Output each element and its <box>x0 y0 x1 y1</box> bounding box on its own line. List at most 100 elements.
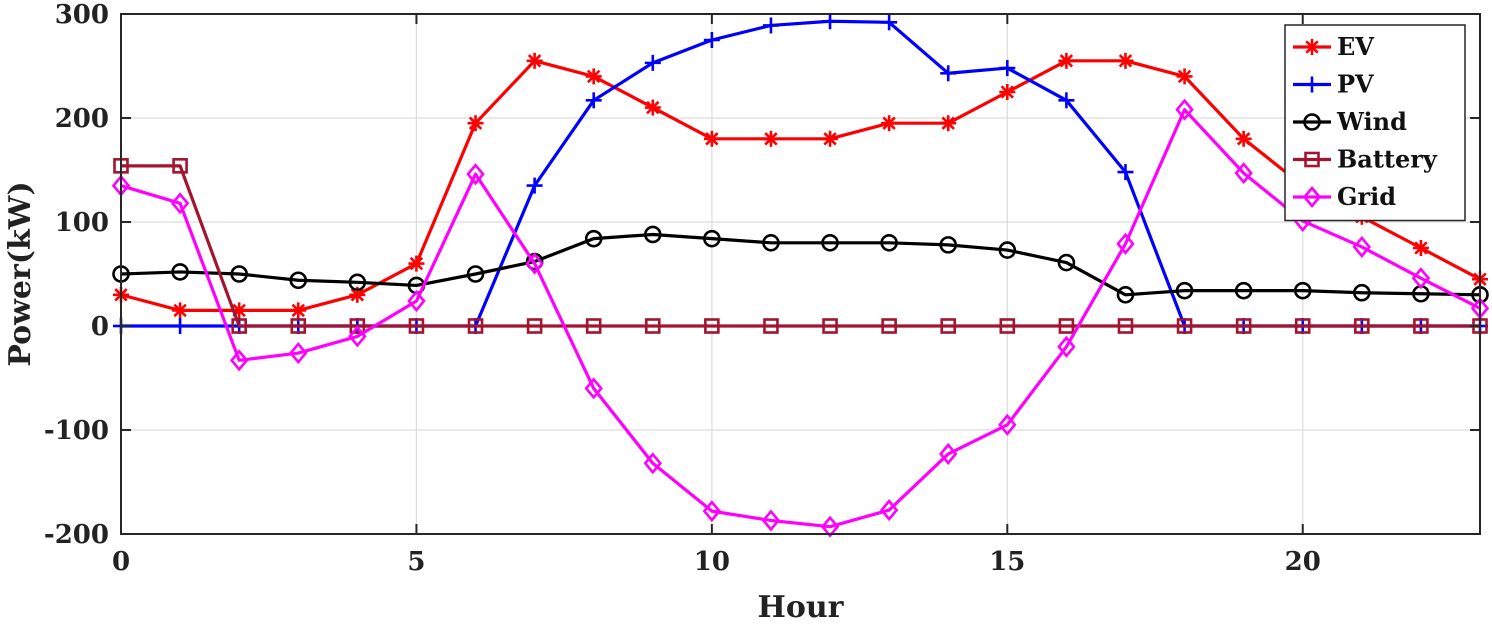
series-ev-marker <box>764 132 778 146</box>
series-battery-marker <box>1354 318 1370 334</box>
series-battery-marker <box>881 318 897 334</box>
series-ev-marker <box>409 256 424 271</box>
series-battery-marker <box>585 318 602 334</box>
series-ev-marker <box>173 303 187 318</box>
series-battery-marker <box>172 158 188 174</box>
plot-frame <box>120 13 1481 535</box>
series-wind-line <box>120 232 1481 297</box>
series-grid-marker <box>761 509 781 532</box>
legend-label-battery: Battery <box>1337 145 1438 174</box>
legend-item-ev: EV <box>1293 32 1374 61</box>
series-grid-marker <box>289 342 308 365</box>
series-battery-marker <box>1235 318 1252 334</box>
series-wind-marker <box>880 234 898 252</box>
series-battery-marker <box>1117 318 1134 334</box>
series-ev-marker <box>1414 241 1428 255</box>
series-ev-marker <box>1236 132 1251 146</box>
series-wind-marker <box>1175 281 1194 300</box>
series-wind-marker <box>1057 253 1076 272</box>
legend-box <box>1284 24 1466 222</box>
series-battery-marker <box>231 318 247 334</box>
series-battery-marker <box>349 318 366 334</box>
series-grid-marker <box>702 500 722 523</box>
series-grid-marker <box>820 515 840 538</box>
series-ev-marker <box>705 132 719 146</box>
series-ev-line <box>120 59 1481 312</box>
series-ev-marker <box>1000 85 1014 99</box>
series-wind-marker <box>230 265 248 283</box>
legend-grid-marker <box>1302 185 1322 209</box>
series-ev-marker <box>1177 69 1192 84</box>
x-tick-label: 0 <box>112 547 130 577</box>
series-ev-marker <box>882 116 896 130</box>
series-wind-marker <box>821 234 839 252</box>
series-wind-marker <box>1234 281 1253 300</box>
series-ev <box>113 52 1488 319</box>
ticks <box>120 13 1480 535</box>
x-tick-label: 15 <box>989 547 1025 577</box>
series-grid-marker <box>1411 267 1431 290</box>
series-wind <box>112 225 1489 304</box>
series-battery-marker <box>1176 318 1193 334</box>
series-battery-marker <box>526 318 543 334</box>
series-wind-marker <box>584 229 603 248</box>
legend-item-grid: Grid <box>1293 182 1396 211</box>
y-tick-label: 100 <box>55 208 109 238</box>
series-grid-marker <box>1175 98 1194 121</box>
legend-item-wind: Wind <box>1293 107 1407 136</box>
legend-label-pv: PV <box>1337 70 1374 99</box>
series-grid-marker <box>998 413 1017 436</box>
series-grid-marker <box>1116 232 1135 255</box>
series-wind-marker <box>348 273 367 292</box>
legend-ev-marker <box>1305 40 1319 54</box>
series-battery-marker <box>763 318 779 334</box>
legend-label-grid: Grid <box>1337 182 1396 211</box>
series-ev-marker <box>291 303 305 318</box>
y-tick-label: -200 <box>44 520 109 550</box>
legend-battery-marker <box>1304 151 1320 168</box>
legend-wind-marker <box>1303 113 1321 131</box>
series-battery <box>113 158 1488 334</box>
series-ev-marker <box>1059 54 1074 68</box>
series-ev-marker <box>527 54 542 68</box>
series-ev-marker <box>1118 54 1133 68</box>
series-grid-marker <box>407 290 426 313</box>
series-grid-marker <box>1352 235 1372 258</box>
x-tick-label: 20 <box>1285 547 1321 577</box>
y-tick-label: 200 <box>55 104 109 134</box>
grid <box>120 13 1480 535</box>
series-ev-marker <box>941 116 955 130</box>
series-ev-marker <box>823 132 837 146</box>
series-grid-marker <box>643 452 662 475</box>
series-battery-marker <box>1294 318 1311 334</box>
legend-label-wind: Wind <box>1336 107 1407 136</box>
series-wind-marker <box>1116 285 1135 304</box>
tick-labels: 0 5 10 15 20 -200 -100 0 100 200 300 <box>44 0 1321 577</box>
series-battery-marker <box>999 318 1016 334</box>
y-axis-title: Power(kW) <box>3 181 38 366</box>
series-battery-marker <box>940 318 957 334</box>
series-wind-marker <box>466 265 485 283</box>
series-battery-line <box>121 164 1480 328</box>
series-grid <box>111 98 1490 538</box>
series-ev-marker <box>587 69 601 84</box>
series-battery-marker <box>1413 318 1429 334</box>
series-grid-marker <box>939 442 958 465</box>
series-wind-marker <box>643 225 662 244</box>
series-grid-marker <box>229 349 249 372</box>
series-battery-marker <box>822 318 838 334</box>
x-axis-title: Hour <box>758 590 845 625</box>
series-wind-marker <box>1293 281 1312 300</box>
series-grid-marker <box>584 377 603 400</box>
series-wind-marker <box>1353 283 1371 302</box>
series-wind-marker <box>762 234 780 252</box>
series-grid-line <box>120 108 1481 529</box>
series-grid-marker <box>525 252 544 275</box>
series-grid-marker <box>466 163 485 186</box>
series-wind-marker <box>171 263 189 281</box>
series-battery-marker <box>290 318 307 334</box>
series-wind-marker <box>998 241 1017 259</box>
series-battery-marker <box>467 318 484 334</box>
series-wind-marker <box>289 271 308 290</box>
